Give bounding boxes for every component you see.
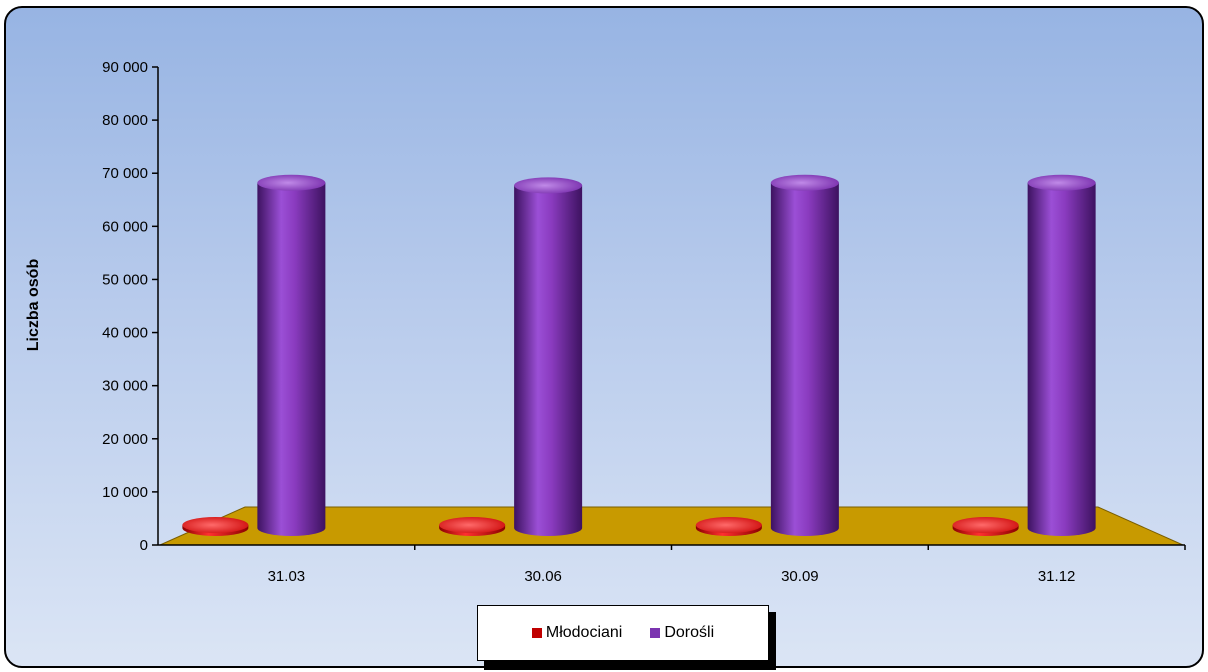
bar-dorosli [770, 174, 839, 536]
y-axis-title: Liczba osób [25, 259, 42, 352]
y-tick-label: 10 000 [102, 484, 148, 501]
legend-label-mlodociani: Młodociani [545, 624, 623, 641]
bar-dorosli-top [1027, 174, 1096, 191]
y-tick-label: 0 [140, 537, 148, 554]
legend-swatch-dorosli [650, 628, 661, 638]
bar-dorosli [257, 174, 326, 536]
x-tick-label: 30.09 [781, 568, 819, 585]
y-tick-label: 30 000 [102, 378, 148, 395]
y-tick-label: 20 000 [102, 431, 148, 448]
legend-item-mlodociani: Młodociani [531, 624, 623, 642]
bar-dorosli-body [514, 185, 583, 536]
bar-mlodociani [695, 517, 762, 536]
bar-mlodociani-top [439, 517, 506, 533]
y-tick-label: 40 000 [102, 325, 148, 342]
bar-dorosli-top [257, 174, 326, 191]
y-tick-label: 50 000 [102, 271, 148, 288]
x-tick-label: 31.12 [1038, 568, 1076, 585]
chart-bars-layer [182, 174, 1096, 536]
bar-mlodociani-top [695, 517, 762, 533]
y-tick-label: 70 000 [102, 165, 148, 182]
bar-mlodociani [182, 517, 249, 536]
chart-frame [4, 6, 1204, 668]
x-tick-label: 30.06 [524, 568, 562, 585]
y-tick-label: 60 000 [102, 218, 148, 235]
bar-dorosli-body [1027, 182, 1096, 536]
bar-dorosli-top [770, 174, 839, 191]
bar-mlodociani-top [182, 517, 249, 533]
bar-dorosli-top [514, 177, 583, 194]
x-tick-label: 31.03 [268, 568, 306, 585]
bar-dorosli [1027, 174, 1096, 536]
bar-dorosli [514, 177, 583, 536]
bar-mlodociani [439, 517, 506, 536]
legend-item-dorosli: Dorośli [650, 624, 714, 642]
bar-mlodociani [952, 517, 1019, 536]
legend-label-dorosli: Dorośli [664, 624, 715, 641]
legend: Młodociani Dorośli [477, 605, 769, 661]
bar-dorosli-body [770, 182, 839, 536]
y-tick-label: 90 000 [102, 59, 148, 76]
chart-axis-layer: 0 10 000 20 000 30 000 40 000 50 000 60 000 70 … [25, 59, 1186, 585]
bar-dorosli-body [257, 182, 326, 536]
y-tick-label: 80 000 [102, 112, 148, 129]
legend-swatch-mlodociani [531, 628, 542, 638]
bar-mlodociani-top [952, 517, 1019, 533]
